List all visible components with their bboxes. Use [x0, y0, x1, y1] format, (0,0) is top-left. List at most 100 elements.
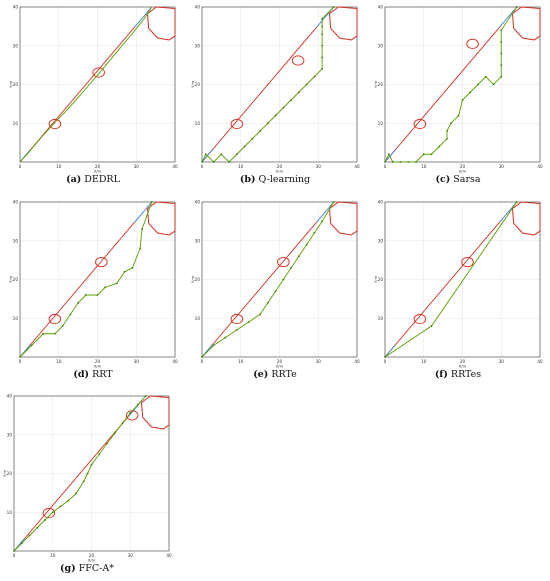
reference-line-segment — [499, 6, 518, 28]
path-point — [461, 99, 464, 101]
obstacle-circle — [230, 118, 244, 130]
x-tick-label: 30 — [316, 164, 322, 169]
path-point — [235, 328, 238, 331]
path-point — [321, 220, 324, 223]
obstacle-polygon — [511, 201, 541, 236]
path-point — [42, 332, 45, 335]
x-tick-label: 10 — [421, 164, 427, 169]
path-point — [75, 492, 77, 495]
panel-dedrl: 0 10 20 30 40 10 20 30 40 X/m Y/m (a) DEDRL — [8, 4, 178, 186]
y-tick-label: 30 — [13, 43, 19, 48]
path-point — [430, 153, 433, 156]
caption-rrtes: (f) RRTes — [434, 369, 482, 380]
path-point — [297, 91, 300, 94]
plot-frame — [384, 201, 541, 358]
path-point — [321, 17, 324, 20]
panel-sarsa: 0 10 20 30 40 10 20 30 40 X/m Y/m (c) Sarsa — [373, 4, 543, 186]
y-tick-label: 30 — [7, 432, 13, 437]
path-point — [446, 130, 448, 132]
path-point — [115, 282, 118, 285]
y-axis-label: Y/m — [373, 81, 378, 89]
y-axis-label: Y/m — [2, 470, 7, 478]
path-point — [266, 301, 269, 304]
x-tick-label: 30 — [499, 164, 505, 169]
plot-rrt: 0 10 20 30 40 10 20 30 40 X/m Y/m — [8, 200, 178, 369]
path-point — [104, 286, 107, 289]
path-line — [19, 6, 153, 163]
obstacle-circle — [413, 118, 427, 130]
path-point — [113, 432, 116, 435]
path-point — [259, 313, 262, 316]
path-point — [500, 52, 503, 55]
path-line — [384, 6, 518, 163]
caption-ffc-a-star: (g) FFC-A* — [60, 563, 114, 574]
path-point — [150, 201, 153, 203]
path-point — [321, 33, 324, 36]
x-tick-label: 30 — [128, 553, 134, 558]
y-tick-label: 40 — [378, 200, 384, 205]
path-point — [98, 453, 101, 456]
path-point — [407, 161, 410, 163]
y-tick-label: 30 — [378, 43, 384, 48]
path-point — [384, 161, 386, 163]
x-tick-label: 20 — [95, 359, 101, 364]
path-point — [399, 161, 402, 163]
obstacle-circle — [461, 256, 474, 268]
y-tick-label: 10 — [378, 121, 384, 126]
y-axis-label: Y/m — [8, 276, 13, 284]
path-point — [305, 83, 308, 86]
y-tick-label: 20 — [195, 82, 201, 87]
y-tick-label: 10 — [195, 316, 201, 321]
path-point — [19, 356, 21, 358]
reference-line-start — [384, 149, 396, 163]
path-point — [422, 153, 425, 156]
path-point — [129, 412, 132, 414]
obstacle-circle — [42, 507, 56, 519]
x-tick-label: 0 — [384, 359, 387, 364]
path-point — [67, 499, 70, 502]
y-tick-label: 20 — [7, 471, 13, 476]
reference-line-start — [384, 344, 396, 358]
path-point — [51, 511, 54, 514]
y-tick-label: 40 — [195, 200, 201, 205]
path-point — [290, 99, 293, 101]
path-point — [121, 422, 124, 425]
path-point — [387, 153, 390, 156]
y-tick-label: 40 — [7, 394, 13, 399]
path-point — [274, 290, 277, 293]
path-point — [20, 542, 23, 545]
obstacle-circle — [48, 313, 62, 325]
plot-sarsa: 0 10 20 30 40 10 20 30 40 X/m Y/m — [373, 5, 543, 174]
path-point — [391, 161, 394, 163]
x-tick-label: 40 — [537, 164, 543, 169]
y-tick-label: 20 — [195, 277, 201, 282]
caption-q-learning: (b) Q-learning — [239, 174, 311, 185]
plot-rrte: 0 10 20 30 40 10 20 30 40 X/m Y/m — [190, 200, 360, 369]
path-point — [297, 255, 300, 258]
x-tick-label: 20 — [89, 553, 95, 558]
path-point — [131, 266, 134, 269]
path-point — [500, 75, 503, 78]
x-axis-label: X/m — [276, 364, 284, 369]
x-tick-label: 10 — [50, 553, 56, 558]
path-point — [86, 472, 89, 475]
reference-line-segment — [384, 26, 500, 163]
x-tick-label: 40 — [354, 164, 360, 169]
plot-frame — [201, 6, 358, 163]
y-tick-label: 20 — [13, 82, 19, 87]
path-point — [141, 228, 143, 231]
path-point — [247, 321, 250, 324]
y-tick-label: 30 — [195, 238, 201, 243]
y-tick-label: 40 — [195, 5, 201, 10]
path-point — [332, 6, 335, 8]
path-point — [484, 75, 487, 78]
obstacle-circle — [95, 256, 108, 268]
panel-rrte: 0 10 20 30 40 10 20 30 40 X/m Y/m (e) RRTe — [190, 199, 360, 381]
path-point — [84, 294, 87, 296]
x-tick-label: 40 — [172, 164, 178, 169]
path-point — [332, 201, 335, 203]
path-point — [500, 64, 503, 67]
path-point — [515, 201, 518, 203]
x-tick-label: 30 — [316, 359, 322, 364]
path-point — [243, 145, 246, 148]
